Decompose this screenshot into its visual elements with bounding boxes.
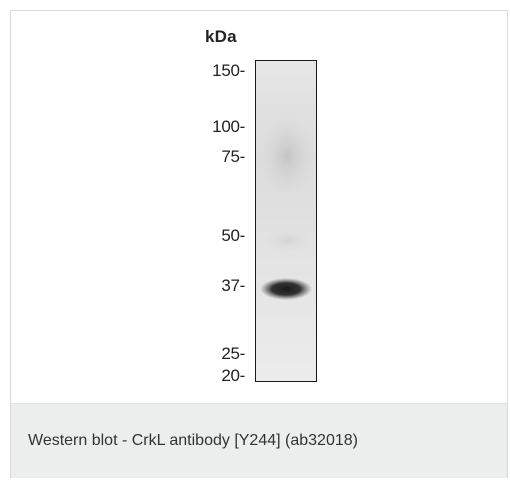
blot-lane <box>255 60 317 382</box>
marker-label-100: 100- <box>212 117 245 136</box>
kda-unit-label: kDa <box>205 27 237 46</box>
blot-lane-image <box>256 61 316 381</box>
figure-card: kDa 150- 100- 75- 50- 37- 25- 20- <box>10 10 508 478</box>
marker-label-25: 25- <box>221 344 245 363</box>
marker-label-37: 37- <box>221 276 245 295</box>
marker-label-75: 75- <box>221 147 245 166</box>
caption-bar: Western blot - CrkL antibody [Y244] (ab3… <box>11 403 507 478</box>
marker-label-20: 20- <box>221 366 245 385</box>
marker-label-50: 50- <box>221 226 245 245</box>
western-blot-figure: kDa 150- 100- 75- 50- 37- 25- 20- <box>11 11 507 403</box>
crkl-band <box>260 278 312 300</box>
marker-label-150: 150- <box>212 61 245 80</box>
figure-caption: Western blot - CrkL antibody [Y244] (ab3… <box>28 432 358 449</box>
